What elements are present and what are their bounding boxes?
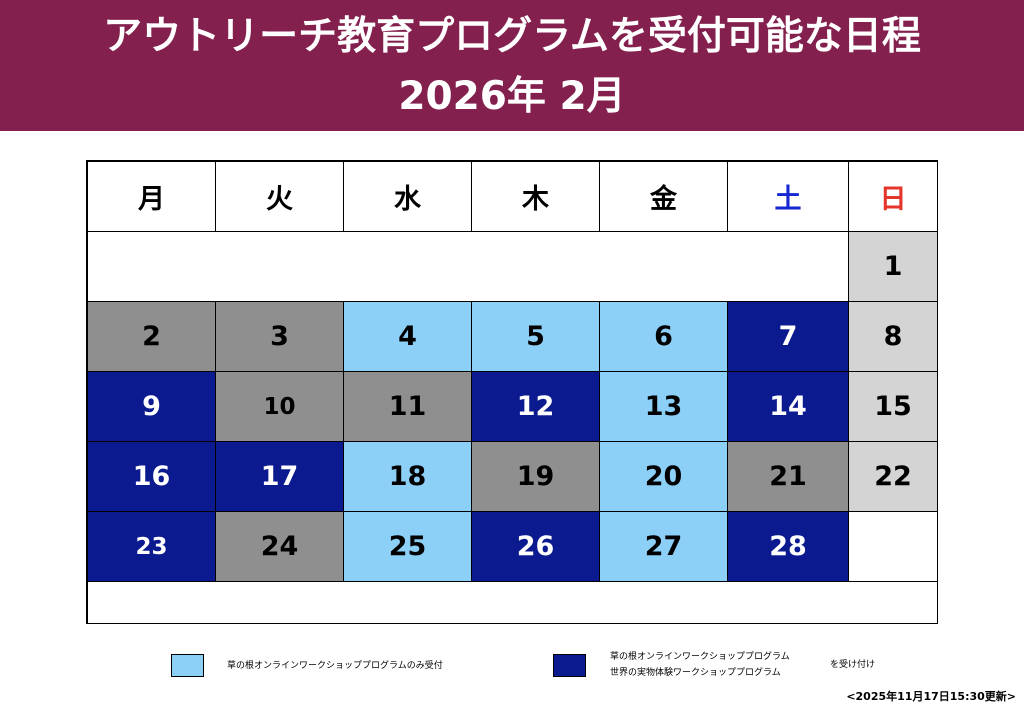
legend-label-both-suffix: を受け付け (830, 660, 876, 670)
day-cell[interactable]: 25 (343, 511, 472, 582)
day-cell[interactable]: 24 (215, 511, 344, 582)
weekday-wed: 水 (343, 161, 472, 232)
empty-days (87, 231, 849, 302)
weekday-tue: 火 (215, 161, 344, 232)
legend-swatch-online-only (171, 654, 204, 677)
day-cell[interactable]: 14 (727, 371, 849, 442)
day-cell[interactable]: 27 (599, 511, 728, 582)
day-cell[interactable]: 18 (343, 441, 472, 512)
day-cell[interactable]: 6 (599, 301, 728, 372)
legend-label-both-line1: 草の根オンラインワークショッププログラム (610, 652, 790, 662)
day-cell[interactable]: 3 (215, 301, 344, 372)
day-cell[interactable]: 23 (87, 511, 216, 582)
day-cell[interactable]: 22 (848, 441, 938, 512)
day-cell[interactable]: 26 (471, 511, 600, 582)
weekday-mon: 月 (87, 161, 216, 232)
day-cell[interactable]: 12 (471, 371, 600, 442)
day-cell[interactable]: 2 (87, 301, 216, 372)
day-cell[interactable]: 19 (471, 441, 600, 512)
day-cell[interactable]: 4 (343, 301, 472, 372)
day-cell[interactable]: 20 (599, 441, 728, 512)
day-cell[interactable]: 28 (727, 511, 849, 582)
day-cell[interactable]: 9 (87, 371, 216, 442)
weekday-sun: 日 (848, 161, 938, 232)
empty-week-row (87, 581, 938, 624)
day-cell[interactable]: 7 (727, 301, 849, 372)
legend-label-online-only: 草の根オンラインワークショッププログラムのみ受付 (227, 661, 443, 671)
day-cell[interactable]: 17 (215, 441, 344, 512)
day-cell[interactable]: 16 (87, 441, 216, 512)
legend-swatch-both-programs (553, 654, 586, 677)
calendar-grid: 月 火 水 木 金 土 日 1 2 3 4 5 6 7 8 9 10 11 12… (86, 160, 938, 624)
weekday-fri: 金 (599, 161, 728, 232)
day-cell[interactable]: 13 (599, 371, 728, 442)
legend-label-both-line2: 世界の実物体験ワークショッププログラム (610, 668, 781, 678)
weekday-thu: 木 (471, 161, 600, 232)
day-cell[interactable]: 15 (848, 371, 938, 442)
empty-day (848, 511, 938, 582)
day-cell[interactable]: 11 (343, 371, 472, 442)
day-cell[interactable]: 21 (727, 441, 849, 512)
day-cell[interactable]: 1 (848, 231, 938, 302)
header-banner: アウトリーチ教育プログラムを受付可能な日程 2026年 2月 (0, 0, 1024, 131)
weekday-sat: 土 (727, 161, 849, 232)
day-cell[interactable]: 5 (471, 301, 600, 372)
day-cell[interactable]: 10 (215, 371, 344, 442)
update-timestamp: <2025年11月17日15:30更新> (846, 690, 1016, 703)
month-title: 2026年 2月 (398, 74, 626, 119)
day-cell[interactable]: 8 (848, 301, 938, 372)
page-title: アウトリーチ教育プログラムを受付可能な日程 (103, 14, 921, 59)
